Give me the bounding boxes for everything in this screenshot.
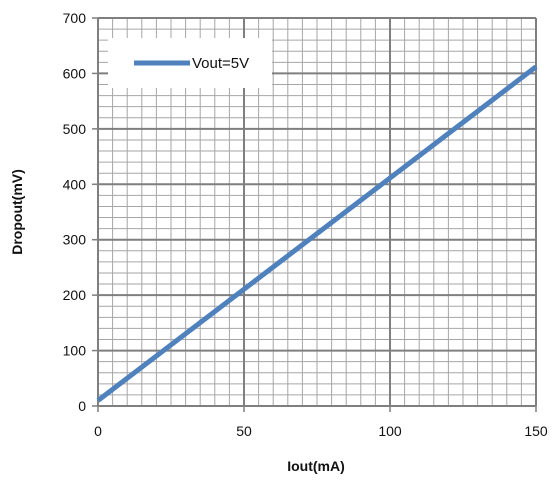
x-axis-title: Iout(mA): [287, 458, 345, 474]
y-tick-label: 100: [63, 343, 87, 359]
series-line-0: [96, 64, 538, 403]
y-tick-label: 400: [63, 176, 87, 192]
axes: 0 100 200 300 400 500 600 700 0 50 100 150: [63, 10, 548, 439]
legend-label-0: Vout=5V: [192, 55, 249, 72]
y-tick-label: 300: [63, 232, 87, 248]
series-layer: [96, 64, 538, 403]
x-tick-label: 150: [524, 423, 548, 439]
x-tick-label: 100: [378, 423, 402, 439]
y-axis-title: Dropout(mV): [9, 169, 25, 255]
y-tick-label: 600: [63, 65, 87, 81]
y-tick-label: 200: [63, 287, 87, 303]
x-tick-label: 0: [94, 423, 102, 439]
x-tick-label: 50: [236, 423, 252, 439]
y-tick-label: 700: [63, 10, 87, 26]
y-tick-label: 500: [63, 121, 87, 137]
grid: [97, 17, 537, 407]
y-tick-label: 0: [78, 398, 86, 414]
legend: Vout=5V: [108, 38, 272, 88]
